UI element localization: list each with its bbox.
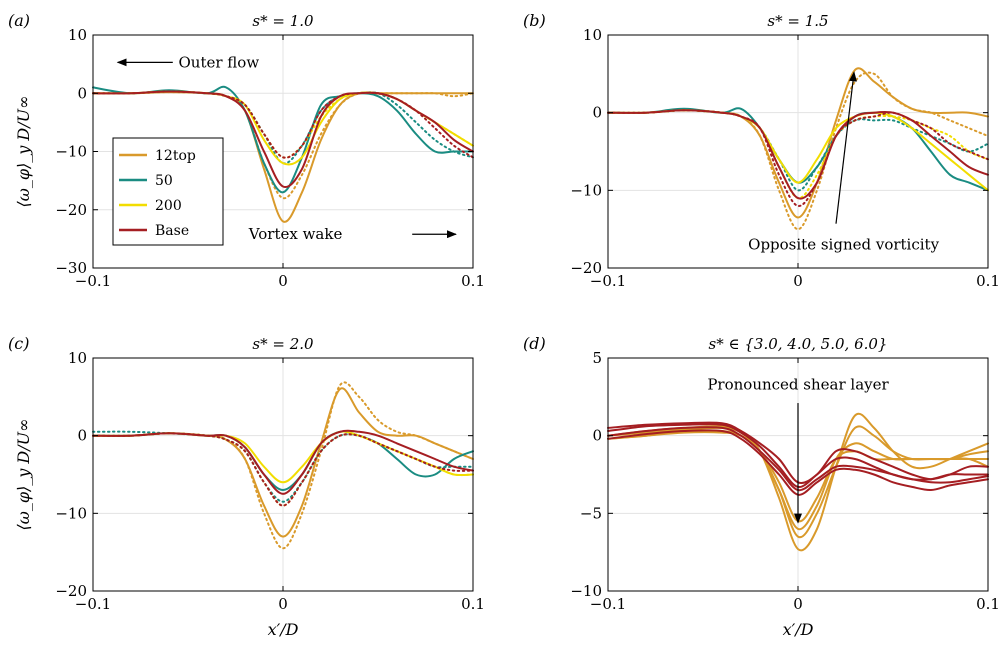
legend-label: 12top bbox=[155, 148, 196, 164]
panel-d: −0.1 0 0.1 5 0 −5 −10 s* ∈ {3.0, 4.0, 5.0, 6.0}… bbox=[523, 334, 1000, 639]
y-tick-label: −10 bbox=[570, 582, 602, 600]
y-tick-label: 5 bbox=[592, 349, 602, 367]
panel-title: s* = 1.5 bbox=[767, 12, 828, 30]
y-axis-label: ⟨ω_φ⟩_y D/U∞ bbox=[14, 96, 33, 208]
panel-b: −0.1 0 0.1 10 0 −10 −20 s* = 1.5 (b) Opposite sig… bbox=[523, 11, 1000, 290]
series-line-series-7-dotted bbox=[92, 432, 474, 507]
panel-label: (d) bbox=[523, 334, 546, 353]
annotation-label: Opposite signed vorticity bbox=[748, 236, 939, 254]
y-tick-label: −10 bbox=[570, 181, 602, 199]
y-tick-label: 10 bbox=[68, 349, 87, 367]
series-line-series-1-dotted bbox=[92, 381, 474, 550]
series-line-series-7-dotted bbox=[607, 109, 989, 207]
annotation-arrow bbox=[835, 71, 857, 224]
x-tick-label: 0.1 bbox=[976, 595, 1000, 613]
annotation-label: Pronounced shear layer bbox=[707, 375, 889, 393]
x-tick-label: 0.1 bbox=[976, 272, 1000, 290]
x-tick-label: −0.1 bbox=[590, 272, 626, 290]
legend-label: 50 bbox=[155, 173, 173, 189]
x-tick-label: 0 bbox=[793, 595, 803, 613]
x-tick-label: 0.1 bbox=[461, 272, 485, 290]
x-tick-label: −0.1 bbox=[75, 272, 111, 290]
y-tick-label: 0 bbox=[592, 427, 602, 445]
panel-label: (b) bbox=[523, 11, 546, 30]
series-line-series-3 bbox=[607, 431, 989, 523]
panel-c: −0.1 0 0.1 10 0 −10 −20 s* = 2.0 (c) ⟨ω_φ⟩_y D/U∞… bbox=[8, 334, 485, 639]
x-tick-label: −0.1 bbox=[75, 595, 111, 613]
y-tick-label: 0 bbox=[77, 84, 87, 102]
series-line-series-5 bbox=[607, 423, 989, 488]
x-tick-label: 0 bbox=[278, 595, 288, 613]
x-tick-label: 0 bbox=[278, 272, 288, 290]
y-tick-label: 0 bbox=[592, 104, 602, 122]
y-tick-label: 10 bbox=[583, 26, 602, 44]
panel-label: (a) bbox=[8, 11, 30, 30]
panel-title: s* = 2.0 bbox=[252, 335, 314, 353]
panel-title: s* = 1.0 bbox=[252, 12, 314, 30]
y-tick-label: 10 bbox=[68, 26, 87, 44]
series-line-series-7 bbox=[607, 429, 989, 496]
y-tick-label: −20 bbox=[55, 582, 87, 600]
legend-label: 200 bbox=[155, 198, 182, 214]
annotation-label: Outer flow bbox=[179, 53, 260, 71]
y-tick-label: −5 bbox=[580, 504, 602, 522]
x-axis-label: x′/D bbox=[268, 620, 299, 639]
y-tick-label: 0 bbox=[77, 427, 87, 445]
annotation-label: Vortex wake bbox=[248, 225, 343, 243]
series-line-series-0 bbox=[607, 412, 989, 552]
legend-label: Base bbox=[155, 223, 189, 239]
panel-a: −0.1 0 0.1 10 0 −10 −20 −30 s* = 1.0 (a) ⟨ω_φ⟩_y D… bbox=[8, 11, 485, 290]
y-tick-label: −20 bbox=[570, 259, 602, 277]
y-tick-label: −10 bbox=[55, 143, 87, 161]
y-tick-label: −20 bbox=[55, 201, 87, 219]
x-tick-label: 0 bbox=[793, 272, 803, 290]
y-axis-label: ⟨ω_φ⟩_y D/U∞ bbox=[14, 419, 33, 531]
y-tick-label: −30 bbox=[55, 259, 87, 277]
series-line-series-7-dotted bbox=[92, 90, 474, 159]
panel-title: s* ∈ {3.0, 4.0, 5.0, 6.0} bbox=[709, 335, 888, 353]
x-axis-label: x′/D bbox=[783, 620, 814, 639]
x-tick-label: −0.1 bbox=[590, 595, 626, 613]
panel-label: (c) bbox=[8, 334, 29, 353]
y-tick-label: −10 bbox=[55, 504, 87, 522]
series-line-series-6 bbox=[607, 426, 989, 492]
x-tick-label: 0.1 bbox=[461, 595, 485, 613]
